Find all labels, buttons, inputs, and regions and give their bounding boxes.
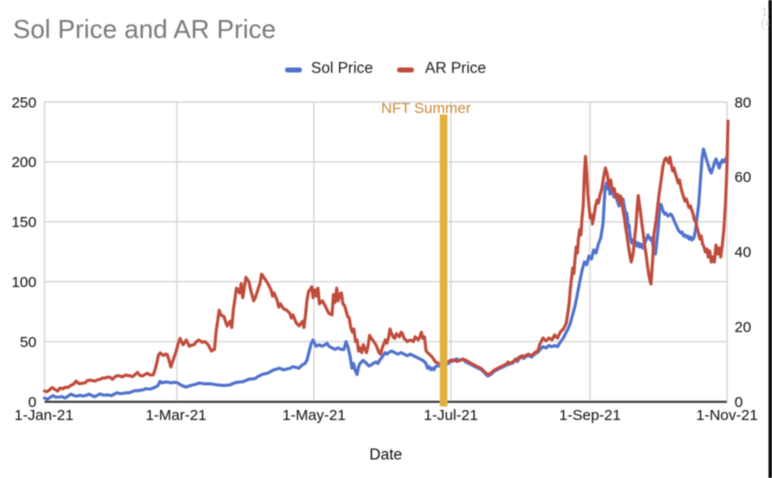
svg-text:Sol Price: Sol Price <box>311 60 373 77</box>
svg-text:250: 250 <box>11 94 36 111</box>
svg-text:150: 150 <box>11 214 36 231</box>
svg-text:1-Mar-21: 1-Mar-21 <box>146 407 207 424</box>
svg-text:1-Jan-21: 1-Jan-21 <box>14 407 73 424</box>
svg-text:80: 80 <box>735 94 752 111</box>
svg-text:100: 100 <box>11 274 36 291</box>
svg-text:AR Price: AR Price <box>425 60 486 77</box>
svg-text:20: 20 <box>735 319 752 336</box>
svg-text:60: 60 <box>735 169 752 186</box>
svg-text:0: 0 <box>28 394 36 411</box>
svg-text:1-Sep-21: 1-Sep-21 <box>559 407 621 424</box>
svg-text:NFT Summer: NFT Summer <box>381 100 471 117</box>
svg-text:1-Nov-21: 1-Nov-21 <box>696 407 758 424</box>
svg-text:(4: (4 <box>761 16 772 30</box>
svg-text:200: 200 <box>11 154 36 171</box>
svg-text:1(: 1( <box>761 5 772 19</box>
svg-text:Date: Date <box>369 447 402 464</box>
svg-text:40: 40 <box>735 244 752 261</box>
svg-text:1-May-21: 1-May-21 <box>282 407 345 424</box>
svg-text:Sol Price and AR Price: Sol Price and AR Price <box>13 14 276 44</box>
svg-text:50: 50 <box>20 334 37 351</box>
svg-text:0: 0 <box>735 394 743 411</box>
svg-text:1-Jul-21: 1-Jul-21 <box>424 407 478 424</box>
